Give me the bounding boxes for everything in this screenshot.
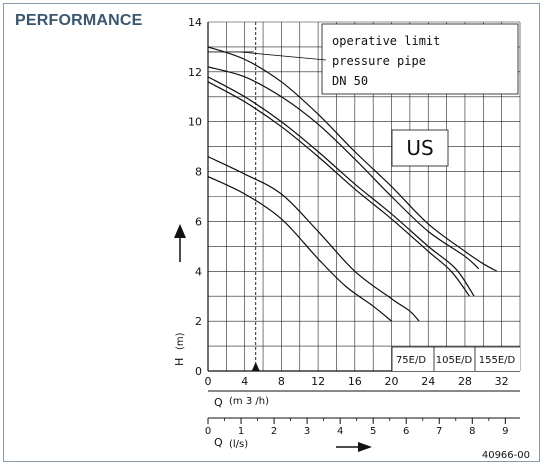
x-tick-label: 32 [495,375,509,388]
region-box [391,129,449,167]
y-tick-label: 2 [195,315,202,328]
x-tick-label: 28 [458,375,472,388]
curve-155e-d-0 [207,46,498,272]
secondary-tick-label: 4 [337,426,343,437]
series-label-105: 105E/D [436,355,473,366]
secondary-tick-label: 7 [436,426,442,437]
pump-curves [207,46,498,322]
annotation-line-3: DN 50 [332,74,368,88]
page-title: PERFORMANCE [15,12,143,29]
y-tick-label: 4 [195,265,202,278]
curve-75e-d-5 [207,176,392,322]
x-axis-unit: (m 3 /h) [229,396,269,407]
y-axis-unit: (m) [175,332,186,350]
x-tick-label: 8 [278,375,285,388]
x-tick-label: 12 [311,375,325,388]
x-axis-label: Q [214,396,223,409]
y-tick-label: 12 [188,66,202,79]
y-tick-label: 6 [195,215,202,228]
limit-marker [251,362,260,371]
curve-105e-d-2 [207,76,475,297]
y-tick-label: 0 [195,365,202,378]
annotation-box [321,23,519,95]
series-label-75: 75E/D [396,355,426,366]
secondary-tick-label: 5 [370,426,376,437]
y-tick-label: 10 [188,116,202,129]
secondary-tick-label: 0 [205,426,211,437]
annotation-line-1: operative limit [332,34,440,48]
x-tick-label: 0 [205,375,212,388]
series-label-155: 155E/D [479,355,516,366]
x-tick-label: 4 [241,375,248,388]
series-labels: 75E/D 105E/D 155E/D [391,346,520,371]
x-tick-label: 20 [385,375,399,388]
annotation-line-2: pressure pipe [332,54,426,68]
figure-frame [3,3,540,462]
y-tick-label: 14 [188,16,202,29]
secondary-tick-label: 3 [304,426,310,437]
secondary-x-axis: 0 1 2 3 4 5 6 7 8 9 [205,417,520,437]
curve-105e-d-3 [207,81,471,297]
y-axis-title: H (m) [173,332,186,366]
region-label: US [406,136,433,160]
x-tick-label: 16 [348,375,362,388]
up-arrow-icon [174,224,186,262]
x-tick-label: 24 [421,375,435,388]
y-axis-label: H [173,358,186,366]
right-arrow-icon [336,442,372,452]
y-tick-label: 8 [195,166,202,179]
secondary-tick-label: 2 [271,426,277,437]
figure-code: 40966-00 [482,450,530,461]
secondary-tick-label: 8 [469,426,475,437]
annotation-leader [239,51,327,61]
secondary-tick-label: 6 [403,426,409,437]
secondary-tick-label: 1 [238,426,244,437]
secondary-tick-label: 9 [502,426,508,437]
curve-155e-d-1 [207,66,480,270]
secondary-x-axis-label: Q [214,436,223,449]
curve-75e-d-4 [207,156,420,322]
secondary-x-axis-unit: (l/s) [229,439,248,450]
